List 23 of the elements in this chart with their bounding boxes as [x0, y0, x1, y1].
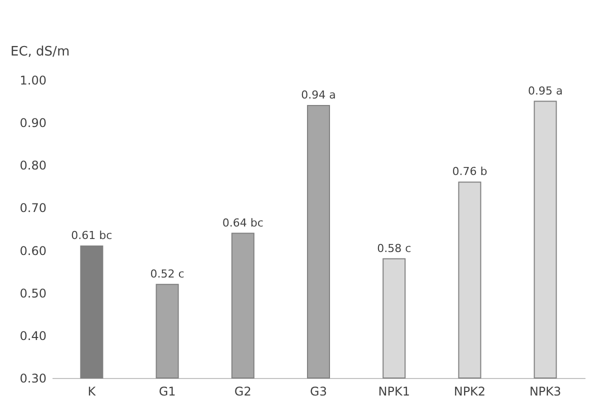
- x-tick-label: K: [88, 384, 97, 398]
- y-tick-label: 0.70: [20, 201, 46, 216]
- y-tick-label: 0.30: [20, 372, 46, 386]
- y-tick-label: 1.00: [20, 74, 46, 88]
- y-tick-label: 0.50: [20, 286, 46, 300]
- data-label: 0.61 bc: [71, 229, 112, 242]
- x-tick-label: G2: [234, 384, 252, 398]
- data-label: 0.94 a: [301, 88, 336, 102]
- x-tick-label: NPK3: [529, 384, 562, 398]
- y-tick-label: 0.90: [20, 116, 46, 130]
- x-tick-label: G3: [310, 384, 327, 398]
- y-axis-title: EC, dS/m: [10, 44, 70, 60]
- y-tick-label: 0.60: [20, 244, 46, 258]
- data-label: 0.95 a: [528, 84, 563, 98]
- y-tick-label: 0.80: [20, 158, 46, 173]
- x-tick-label: NPK2: [454, 384, 486, 398]
- data-label: 0.58 c: [377, 242, 412, 255]
- data-label: 0.64 bc: [222, 216, 264, 230]
- y-tick-label: 0.40: [20, 328, 46, 343]
- data-label: 0.76 b: [452, 165, 488, 178]
- x-tick-label: NPK1: [378, 384, 410, 398]
- x-tick-label: G1: [158, 384, 176, 398]
- data-label: 0.52 c: [150, 267, 184, 280]
